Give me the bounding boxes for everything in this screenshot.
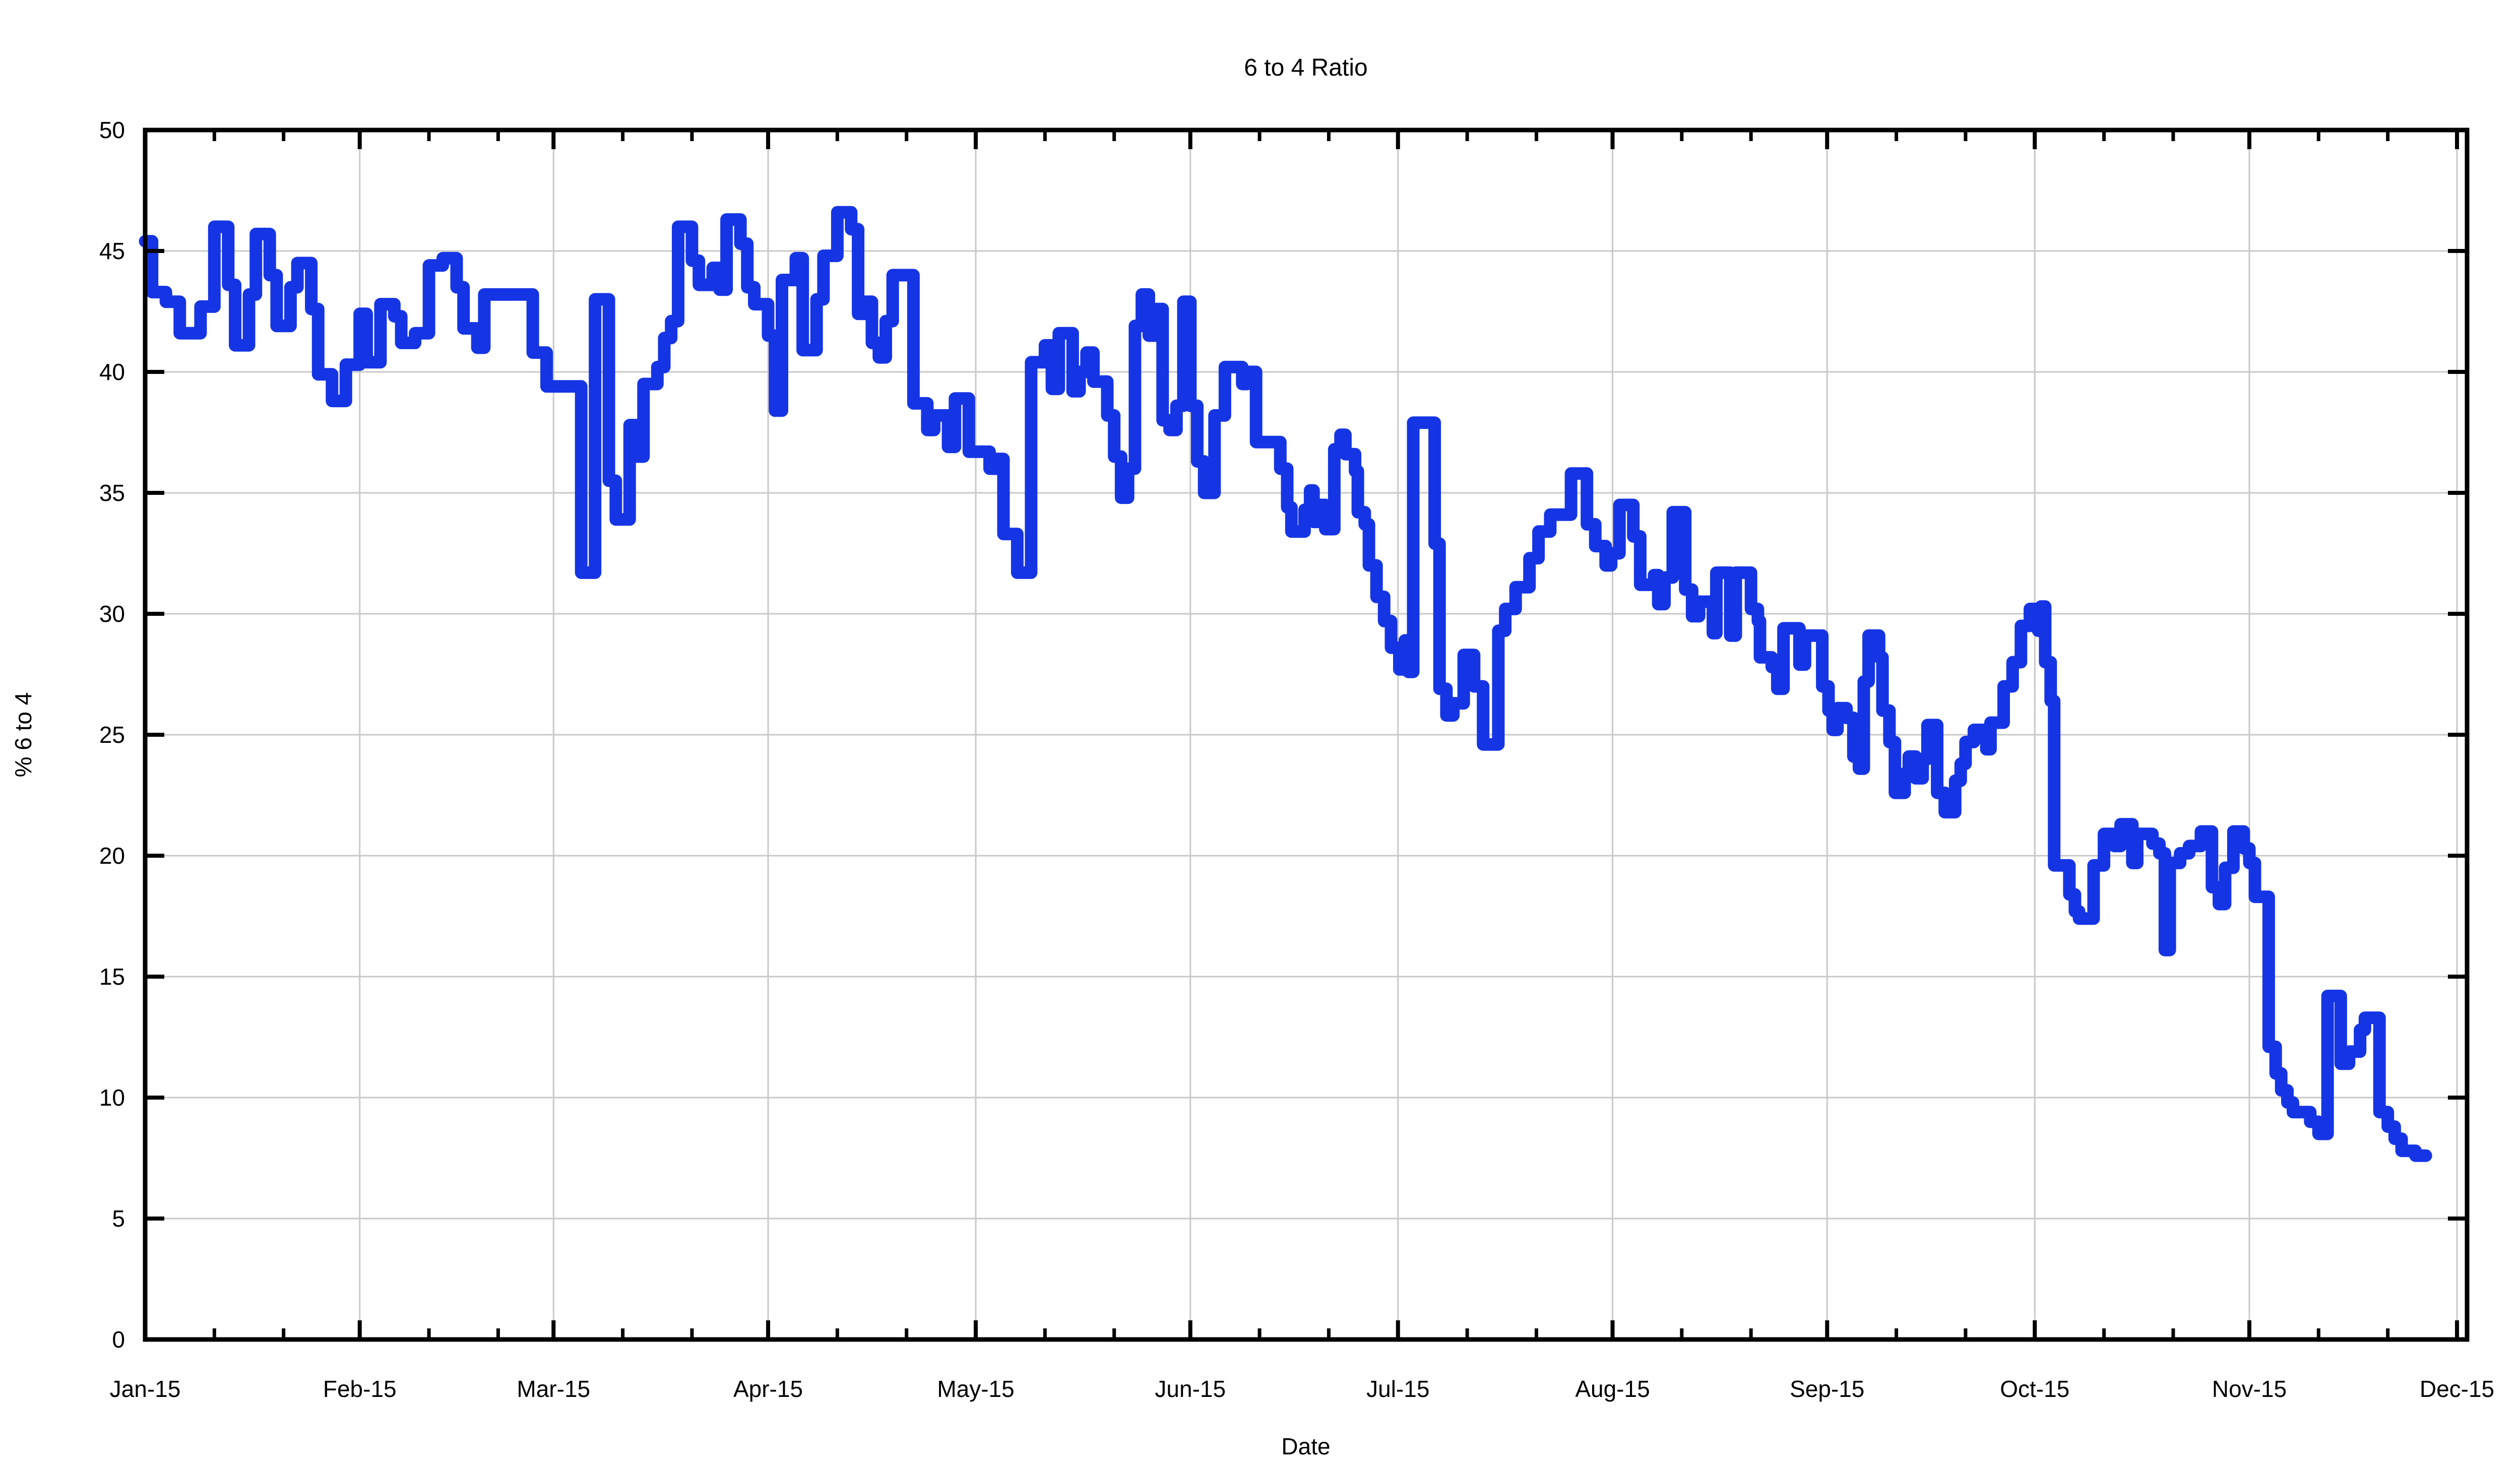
y-tick-label: 15 (99, 964, 125, 990)
x-tick-label: May-15 (937, 1376, 1014, 1402)
tick-labels-layer: 0 5 10 15 20 25 30 35 40 45 50 Jan-15 Feb-15 Mar-15 Ap… (99, 117, 2494, 1402)
x-tick-label: Jan-15 (110, 1376, 181, 1402)
y-tick-label: 40 (99, 359, 125, 385)
x-tick-label: Feb-15 (323, 1376, 397, 1402)
x-tick-label: Oct-15 (2000, 1376, 2069, 1402)
x-tick-label: Apr-15 (733, 1376, 803, 1402)
axes-layer (143, 127, 2470, 1342)
y-tick-label: 50 (99, 117, 125, 143)
x-tick-label: Mar-15 (517, 1376, 590, 1402)
x-tick-label: Jul-15 (1366, 1376, 1429, 1402)
data-layer (139, 206, 2432, 1162)
y-tick-label: 25 (99, 722, 125, 748)
y-tick-label: 35 (99, 480, 125, 506)
y-tick-label: 0 (112, 1326, 125, 1353)
y-axis-label: % 6 to 4 (10, 692, 36, 778)
x-tick-label: Dec-15 (2420, 1376, 2494, 1402)
x-tick-label: Aug-15 (1575, 1376, 1650, 1402)
x-tick-label: Jun-15 (1155, 1376, 1226, 1402)
y-tick-label: 20 (99, 843, 125, 869)
y-tick-label: 45 (99, 238, 125, 264)
x-axis-label: Date (1281, 1433, 1330, 1459)
y-tick-label: 5 (112, 1205, 125, 1232)
x-tick-label: Sep-15 (1790, 1376, 1864, 1402)
data-line (139, 206, 2432, 1162)
gridlines-layer (145, 130, 2467, 1339)
chart-title: 6 to 4 Ratio (1244, 54, 1367, 81)
y-tick-label: 10 (99, 1084, 125, 1111)
y-tick-label: 30 (99, 601, 125, 627)
x-tick-label: Nov-15 (2212, 1376, 2287, 1402)
